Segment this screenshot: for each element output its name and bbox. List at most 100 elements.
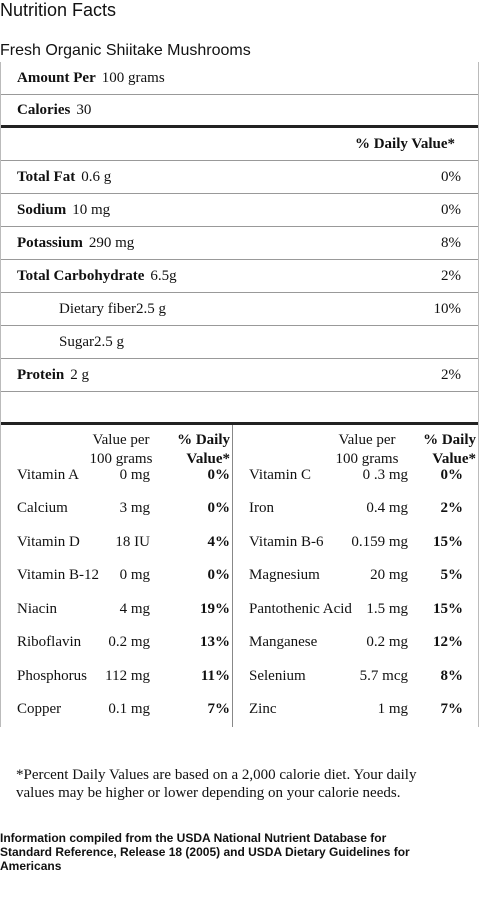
- title: Nutrition Facts: [0, 0, 117, 20]
- dv-header: % Daily Value*: [177, 432, 230, 467]
- nutrient-dv: 0%: [441, 201, 461, 218]
- vitamin-dv: 0%: [440, 466, 464, 483]
- vitamin-amount: 18 IU: [115, 533, 150, 550]
- vitamin-name: Phosphorus: [17, 667, 88, 684]
- nutrient-name: Protein: [17, 366, 65, 383]
- vitamin-row: Copper 0.1 mg 7%: [1, 693, 233, 727]
- value-header: Value per 100 grams: [335, 432, 399, 467]
- nutrient-row: Total Fat 0.6 g 0%: [1, 161, 478, 194]
- subtitle: Fresh Organic Shiitake Mushrooms: [0, 42, 251, 59]
- amount-label: Amount Per: [17, 69, 96, 86]
- footnote: *Percent Daily Values are based on a 2,0…: [16, 767, 417, 801]
- vitamin-row: Selenium 5.7 mcg 8%: [233, 660, 478, 694]
- nutrient-row: Sugar 2.5 g: [1, 326, 478, 359]
- nutrient-amount: 0.6 g: [81, 168, 112, 185]
- dv-header: % Daily Value*: [354, 135, 455, 152]
- vitamin-name: Zinc: [249, 701, 277, 718]
- nutrient-dv: 8%: [441, 234, 461, 251]
- vitamin-amount: 0.159 mg: [351, 533, 408, 550]
- nutrient-amount: 6.5g: [150, 267, 177, 284]
- vitamin-row: Iron 0.4 mg 2%: [233, 492, 478, 526]
- nutrient-row: Dietary fiber 2.5 g 10%: [1, 293, 478, 326]
- vitamin-amount: 0.1 mg: [108, 701, 150, 718]
- nutrient-amount: 2.5 g: [136, 300, 167, 317]
- nutrient-amount: 290 mg: [88, 234, 135, 251]
- source: Information compiled from the USDA Natio…: [0, 831, 410, 873]
- vitamin-amount: 0 .3 mg: [362, 466, 408, 483]
- calories-value: 30: [76, 101, 92, 118]
- vitamin-dv: 7%: [207, 701, 231, 718]
- vitamin-name: Vitamin B-12: [17, 567, 100, 584]
- vitamin-row: Riboflavin 0.2 mg 13%: [1, 626, 233, 660]
- nutrient-name: Potassium: [17, 234, 83, 251]
- vitamin-name: Manganese: [249, 634, 318, 651]
- vitamin-name: Vitamin A: [17, 466, 80, 483]
- vitamin-amount: 112 mg: [105, 667, 150, 684]
- vitamin-dv: 7%: [440, 701, 464, 718]
- vitamin-name: Niacin: [17, 600, 57, 617]
- vitamin-name: Calcium: [17, 500, 68, 517]
- vitamin-dv: 5%: [440, 567, 464, 584]
- calories-row: Calories 30: [1, 95, 478, 128]
- calories-label: Calories: [17, 101, 71, 118]
- amount-row: Amount Per 100 grams: [1, 62, 478, 95]
- vitamin-row: Calcium 3 mg 0%: [1, 492, 233, 526]
- vitamin-dv: 4%: [207, 533, 231, 550]
- nutrient-dv: 10%: [433, 300, 462, 317]
- nutrient-amount: 2.5 g: [94, 333, 124, 350]
- vitamin-row: Vitamin D 18 IU 4%: [1, 525, 233, 559]
- vitamin-dv: 13%: [200, 634, 230, 651]
- nutrition-label: Amount Per 100 grams Calories 30 % Daily Val…: [0, 62, 479, 727]
- spacer-row: [1, 392, 478, 425]
- vitamin-dv: 12%: [433, 634, 463, 651]
- vitamin-amount: 20 mg: [370, 567, 408, 584]
- vitamin-column: Value per 100 grams% Daily Value* Vitamin…: [1, 425, 233, 727]
- vitamin-dv: 0%: [207, 500, 231, 517]
- nutrient-amount: 2 g: [70, 366, 89, 383]
- vitamin-column: Value per 100 grams% Daily Value* Vitamin…: [233, 425, 478, 727]
- vitamin-row: Manganese 0.2 mg 12%: [233, 626, 478, 660]
- vitamin-row: Magnesium 20 mg 5%: [233, 559, 478, 593]
- vitamin-row: Phosphorus 112 mg 11%: [1, 659, 233, 693]
- nutrient-amount: 10 mg: [72, 201, 111, 218]
- vitamin-amount: 0.4 mg: [366, 500, 408, 517]
- vitamin-name: Vitamin C: [249, 466, 312, 483]
- vitamin-dv: 19%: [200, 600, 230, 617]
- nutrient-dv: 2%: [441, 267, 461, 284]
- vitamin-dv: 0%: [207, 466, 231, 483]
- vitamin-dv: 11%: [200, 667, 230, 684]
- vitamin-dv: 0%: [207, 567, 231, 584]
- vitamin-row: Zinc 1 mg 7%: [233, 693, 478, 727]
- nutrient-name: Total Fat: [17, 168, 76, 185]
- vitamin-amount: 0.2 mg: [108, 634, 150, 651]
- nutrient-name: Total Carbohydrate: [17, 267, 145, 284]
- vitamin-name: Copper: [17, 701, 62, 718]
- vitamin-amount: 5.7 mcg: [359, 667, 408, 684]
- value-header: Value per 100 grams: [89, 432, 153, 467]
- nutrient-name: Dietary fiber: [59, 300, 137, 317]
- vitamin-table: Value per 100 grams% Daily Value* Vitamin…: [1, 425, 478, 727]
- vitamin-name: Vitamin D: [17, 533, 80, 550]
- vitamin-amount: 1 mg: [377, 701, 408, 718]
- amount-value: 100 grams: [101, 69, 165, 86]
- nutrient-row: Protein 2 g 2%: [1, 359, 478, 392]
- vitamin-name: Vitamin B-6: [249, 533, 324, 550]
- vitamin-name: Iron: [249, 500, 274, 517]
- nutrient-row: Total Carbohydrate 6.5g 2%: [1, 260, 478, 293]
- vitamin-dv: 15%: [433, 600, 463, 617]
- nutrient-row: Potassium 290 mg 8%: [1, 227, 478, 260]
- vitamin-dv: 15%: [433, 533, 463, 550]
- vitamin-header: Value per 100 grams % Daily Value*: [233, 425, 478, 467]
- vitamin-row: Vitamin C 0 .3 mg 0%: [233, 459, 478, 493]
- vitamin-row: Pantothenic Acid 1.5 mg 15%: [233, 593, 478, 627]
- vitamin-amount: 0 mg: [119, 567, 150, 584]
- nutrient-dv: 2%: [441, 366, 461, 383]
- vitamin-dv: 2%: [440, 500, 464, 517]
- vitamin-amount: 4 mg: [119, 600, 150, 617]
- vitamin-name: Magnesium: [249, 567, 320, 584]
- vitamin-amount: 0 mg: [119, 466, 150, 483]
- vitamin-row: Niacin 4 mg 19%: [1, 592, 233, 626]
- vitamin-row: Vitamin A 0 mg 0%: [1, 458, 233, 492]
- vitamin-amount: 0.2 mg: [366, 634, 408, 651]
